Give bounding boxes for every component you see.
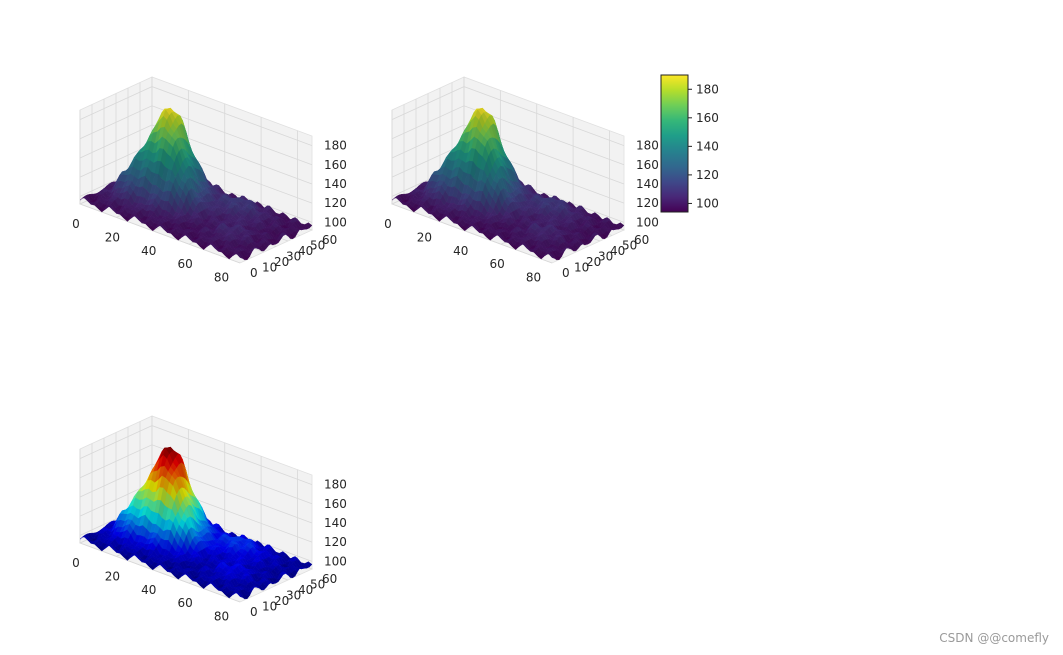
z-tick-label: 160 [636, 158, 659, 172]
surface-mesh [391, 107, 625, 261]
x-tick-label: 60 [177, 257, 192, 271]
y-tick-label: 0 [562, 266, 570, 280]
y-tick-label: 40 [298, 244, 313, 258]
grid-line-z [391, 105, 625, 166]
y-tick-label: 10 [262, 261, 277, 275]
x-tick-label: 40 [141, 244, 156, 258]
grid-line-y [391, 203, 553, 264]
x-tick-label: 80 [526, 271, 541, 285]
y-tick-label: 20 [274, 255, 289, 269]
y-tick-label: 60 [634, 233, 649, 247]
surface-mesh [79, 107, 313, 261]
grid-line-y [79, 203, 241, 264]
z-tick-label: 120 [636, 196, 659, 210]
x-tick-label: 80 [214, 271, 229, 285]
z-tick-label: 140 [324, 177, 347, 191]
z-tick-label: 100 [636, 215, 659, 229]
z-tick-label: 160 [324, 158, 347, 172]
x-tick-label: 20 [105, 230, 120, 244]
x-tick-label: 20 [417, 230, 432, 244]
x-tick-label: 0 [72, 217, 80, 231]
z-tick-label: 140 [636, 177, 659, 191]
x-tick-label: 60 [489, 257, 504, 271]
z-tick-label: 180 [636, 139, 659, 153]
z-tick-label: 180 [324, 139, 347, 153]
z-tick-label: 100 [324, 215, 347, 229]
grid-line-z [391, 86, 625, 146]
surface-face [235, 253, 244, 259]
x-tick-label: 40 [453, 244, 468, 258]
grid-line-z [79, 124, 313, 185]
grid-line-z [391, 124, 625, 185]
y-tick-label: 30 [286, 250, 301, 264]
z-tick-label: 120 [324, 196, 347, 210]
grid-line-z [79, 86, 313, 146]
y-tick-label: 50 [310, 239, 325, 253]
x-tick-label: 0 [384, 217, 392, 231]
y-tick-label: 60 [322, 233, 337, 247]
y-tick-label: 0 [250, 266, 258, 280]
grid-line-z [79, 105, 313, 166]
